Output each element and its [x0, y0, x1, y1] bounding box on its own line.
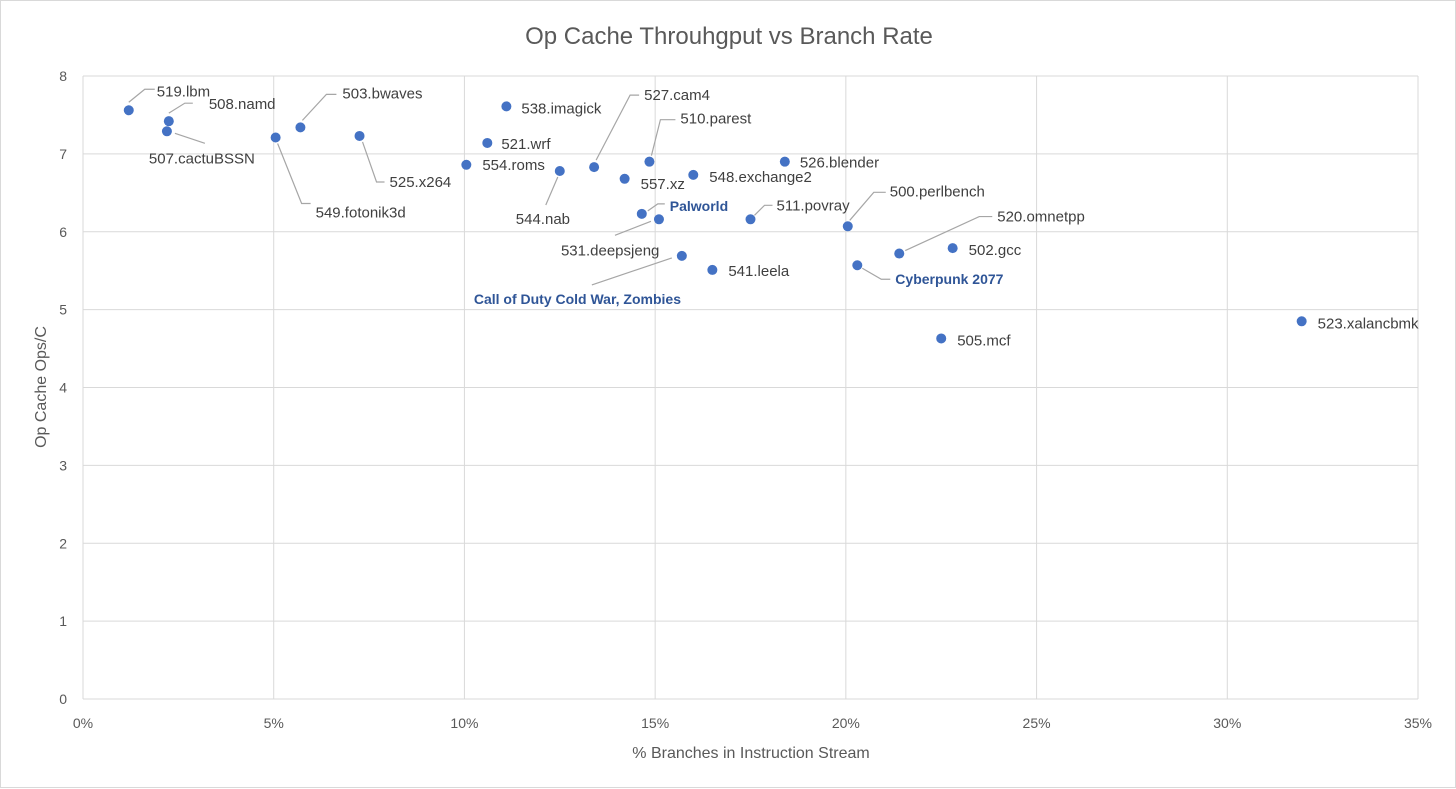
y-tick-label: 5: [59, 302, 67, 318]
data-point: [163, 116, 174, 127]
data-point: [745, 214, 756, 225]
x-tick-label: 0%: [73, 715, 93, 731]
axis-ticks: 0% 5% 10% 15% 20% 25% 30% 35% 0 1 2 3 4 5 6 7 8: [59, 68, 1432, 731]
leader-line: [614, 220, 652, 236]
data-point: [779, 156, 790, 167]
y-tick-label: 0: [59, 691, 67, 707]
leader-line: [754, 204, 773, 216]
leader-line: [545, 176, 559, 206]
data-label: 531.deepsjeng: [561, 242, 659, 259]
data-label: Cyberpunk 2077: [895, 271, 1003, 287]
data-label: 538.imagick: [521, 100, 602, 117]
data-label: 554.roms: [482, 157, 545, 174]
leader-line: [301, 93, 337, 121]
data-label: 541.leela: [728, 263, 790, 280]
data-label: 519.lbm: [157, 83, 210, 100]
data-label: 521.wrf: [501, 136, 551, 153]
data-point: [589, 162, 600, 173]
y-tick-label: 7: [59, 146, 67, 162]
data-label: 502.gcc: [969, 242, 1022, 259]
leader-lines: [128, 88, 993, 286]
x-tick-label: 35%: [1404, 715, 1432, 731]
leader-line: [650, 119, 676, 156]
y-tick-label: 2: [59, 535, 67, 551]
y-axis-title: Op Cache Ops/C: [33, 326, 50, 448]
data-point: [653, 214, 664, 225]
y-tick-label: 8: [59, 68, 67, 84]
data-point: [482, 137, 493, 148]
leader-line: [647, 203, 665, 212]
data-point: [688, 169, 699, 180]
leader-line: [861, 267, 891, 280]
data-point: [936, 333, 947, 344]
data-point: [842, 221, 853, 232]
data-label: 557.xz: [641, 176, 685, 193]
y-tick-label: 1: [59, 613, 67, 629]
data-point: [676, 250, 687, 261]
data-point: [644, 156, 655, 167]
leader-line: [591, 257, 673, 286]
leader-line: [849, 191, 886, 221]
data-label: 525.x264: [390, 174, 452, 191]
data-point: [1296, 316, 1307, 327]
leader-line: [361, 141, 385, 183]
data-point: [501, 101, 512, 112]
leader-line: [128, 88, 155, 103]
data-label: 549.fotonik3d: [316, 205, 406, 222]
data-point: [619, 173, 630, 184]
data-label: 500.perlbench: [890, 183, 985, 200]
y-tick-label: 4: [59, 380, 67, 396]
data-label: 505.mcf: [957, 332, 1011, 349]
leader-line: [174, 132, 206, 144]
data-point: [636, 208, 647, 219]
data-point: [894, 248, 905, 259]
data-point: [554, 166, 565, 177]
gridlines: [82, 75, 1419, 700]
data-label: Call of Duty Cold War, Zombies: [474, 291, 681, 307]
x-tick-label: 5%: [264, 715, 284, 731]
data-label: 503.bwaves: [342, 85, 422, 102]
data-point: [947, 243, 958, 254]
leader-line: [277, 143, 311, 205]
data-label: 511.povray: [777, 197, 851, 214]
data-label: 544.nab: [516, 211, 570, 228]
x-tick-label: 30%: [1213, 715, 1241, 731]
x-tick-label: 15%: [641, 715, 669, 731]
data-point: [354, 130, 365, 141]
data-label: 548.exchange2: [709, 169, 812, 186]
data-label: 526.blender: [800, 155, 879, 172]
x-tick-label: 20%: [832, 715, 860, 731]
data-label: 520.omnetpp: [997, 209, 1085, 226]
leader-line: [595, 94, 640, 161]
data-point: [461, 159, 472, 170]
y-tick-label: 3: [59, 457, 67, 473]
data-point: [295, 122, 306, 133]
data-point: [270, 132, 281, 143]
leader-line: [905, 215, 993, 252]
x-tick-label: 10%: [450, 715, 478, 731]
y-tick-label: 6: [59, 224, 67, 240]
data-label: Palworld: [670, 198, 728, 214]
data-points: [123, 101, 1307, 344]
x-axis-title: % Branches in Instruction Stream: [632, 745, 869, 762]
data-label: 510.parest: [680, 111, 752, 128]
data-label: 507.cactuBSSN: [149, 150, 255, 167]
data-point: [161, 126, 172, 137]
leader-line: [168, 102, 193, 114]
data-label: 508.namd: [209, 96, 276, 113]
data-label: 527.cam4: [644, 87, 710, 104]
chart-title: Op Cache Throuhgput vs Branch Rate: [525, 23, 933, 50]
data-point: [852, 260, 863, 271]
data-label: 523.xalancbmk: [1318, 315, 1419, 332]
data-point: [123, 105, 134, 116]
x-tick-label: 25%: [1023, 715, 1051, 731]
data-point: [707, 264, 718, 275]
